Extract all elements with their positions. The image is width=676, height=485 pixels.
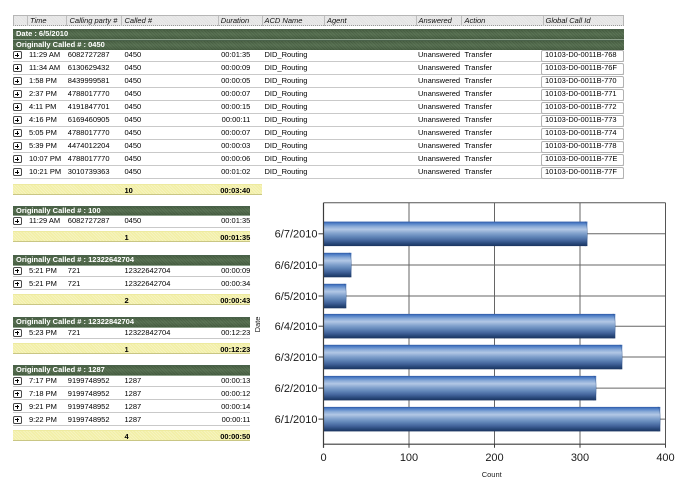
svg-text:0: 0 [320, 452, 326, 464]
svg-text:6/7/2010: 6/7/2010 [275, 229, 318, 241]
svg-text:6/5/2010: 6/5/2010 [275, 291, 318, 303]
svg-text:6/1/2010: 6/1/2010 [275, 414, 318, 426]
svg-text:400: 400 [656, 452, 674, 464]
svg-text:300: 300 [571, 452, 589, 464]
svg-text:6/4/2010: 6/4/2010 [275, 321, 318, 333]
svg-text:Date: Date [253, 317, 262, 333]
svg-text:6/6/2010: 6/6/2010 [275, 260, 318, 272]
svg-text:Count: Count [482, 470, 503, 479]
svg-text:200: 200 [485, 452, 503, 464]
svg-text:6/3/2010: 6/3/2010 [275, 352, 318, 364]
svg-text:100: 100 [400, 452, 418, 464]
svg-text:6/2/2010: 6/2/2010 [275, 383, 318, 395]
